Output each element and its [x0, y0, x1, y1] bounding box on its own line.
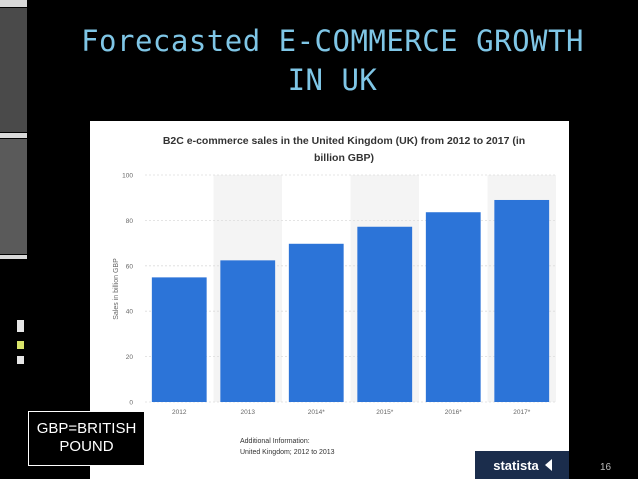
additional-info-text: United Kingdom; 2012 to 2013	[240, 449, 335, 456]
bar-2012	[151, 277, 207, 402]
bar-2014-forecast	[288, 243, 344, 402]
statista-logo: statista	[493, 458, 539, 473]
x-tick-label: 2017*	[513, 409, 530, 416]
decorative-bar-gray-1	[0, 8, 27, 132]
bar-2013	[220, 260, 276, 402]
y-tick-label: 60	[126, 263, 134, 270]
statista-logo-icon	[545, 459, 552, 471]
currency-note-line-2: POUND	[59, 438, 114, 455]
x-tick-label: 2014*	[308, 409, 325, 416]
y-axis-label: Sales in billion GBP	[113, 258, 120, 320]
x-tick-label: 2015*	[376, 409, 393, 416]
x-tick-label: 2016*	[445, 409, 462, 416]
y-tick-label: 100	[122, 173, 133, 180]
decorative-square-2	[17, 341, 24, 349]
decorative-bar-top	[0, 0, 27, 7]
decorative-bar-gray-2	[0, 139, 27, 254]
decorative-bar-light-1	[0, 133, 27, 138]
slide-title-line-2: IN UK	[287, 63, 378, 97]
decorative-square-3	[17, 356, 24, 364]
currency-note-line-1: GBP=BRITISH	[36, 420, 137, 437]
bar-2015-forecast	[357, 226, 413, 402]
x-tick-label: 2012	[172, 409, 187, 416]
y-tick-label: 0	[129, 400, 133, 407]
bar-chart: B2C e-commerce sales in the United Kingd…	[113, 135, 569, 479]
bar-2017-forecast	[494, 199, 550, 402]
chart-title-line-1: B2C e-commerce sales in the United Kingd…	[163, 135, 525, 147]
y-tick-label: 20	[126, 354, 134, 361]
y-tick-label: 80	[126, 218, 134, 225]
currency-note-box: GBP=BRITISH POUND	[28, 411, 145, 466]
slide-title-line-1: Forecasted E-COMMERCE GROWTH	[81, 24, 584, 58]
slide-title: Forecasted E-COMMERCE GROWTH IN UK	[60, 22, 605, 100]
chart-panel: B2C e-commerce sales in the United Kingd…	[90, 121, 569, 479]
decorative-square-1	[17, 320, 24, 332]
x-tick-label: 2013	[241, 409, 256, 416]
decorative-bar-light-2	[0, 255, 27, 259]
statista-brand-bar	[475, 451, 569, 479]
slide-number: 16	[600, 462, 612, 473]
bar-2016-forecast	[425, 212, 481, 402]
chart-title-line-2: billion GBP)	[314, 152, 374, 164]
additional-info-label: Additional Information:	[240, 438, 310, 445]
y-tick-label: 40	[126, 309, 134, 316]
